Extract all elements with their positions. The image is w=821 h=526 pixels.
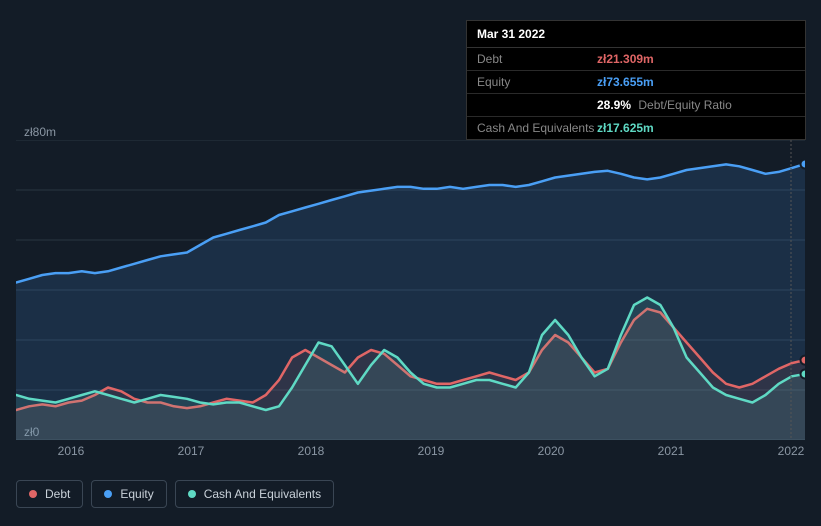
legend-dot-icon <box>104 490 112 498</box>
tooltip-row-value: 28.9% Debt/Equity Ratio <box>597 98 732 112</box>
tooltip-row: Debtzł21.309m <box>467 48 805 71</box>
chart-area[interactable] <box>16 140 805 440</box>
x-tick: 2018 <box>298 444 325 458</box>
tooltip-row-suffix: Debt/Equity Ratio <box>635 98 732 112</box>
legend: Debt Equity Cash And Equivalents <box>16 480 334 508</box>
legend-label: Equity <box>120 487 153 501</box>
x-tick: 2017 <box>178 444 205 458</box>
tooltip-row: 28.9% Debt/Equity Ratio <box>467 94 805 117</box>
x-tick: 2020 <box>538 444 565 458</box>
tooltip-row-label: Equity <box>477 75 597 89</box>
legend-item[interactable]: Equity <box>91 480 166 508</box>
x-tick: 2021 <box>658 444 685 458</box>
tooltip-date: Mar 31 2022 <box>467 21 805 48</box>
tooltip-row: Equityzł73.655m <box>467 71 805 94</box>
x-tick: 2016 <box>58 444 85 458</box>
x-tick: 2019 <box>418 444 445 458</box>
chart-svg <box>16 140 805 440</box>
tooltip-row-value: zł17.625m <box>597 121 654 135</box>
tooltip-row-label: Cash And Equivalents <box>477 121 597 135</box>
tooltip-row: Cash And Equivalentszł17.625m <box>467 117 805 139</box>
tooltip-row-label: Debt <box>477 52 597 66</box>
tooltip-rows: Debtzł21.309mEquityzł73.655m28.9% Debt/E… <box>467 48 805 139</box>
legend-dot-icon <box>29 490 37 498</box>
legend-dot-icon <box>188 490 196 498</box>
legend-item[interactable]: Cash And Equivalents <box>175 480 334 508</box>
tooltip-row-value: zł73.655m <box>597 75 654 89</box>
legend-item[interactable]: Debt <box>16 480 83 508</box>
chart-tooltip: Mar 31 2022 Debtzł21.309mEquityzł73.655m… <box>466 20 806 140</box>
legend-label: Debt <box>45 487 70 501</box>
tooltip-row-value: zł21.309m <box>597 52 654 66</box>
y-axis-max: zł80m <box>24 125 56 139</box>
x-tick: 2022 <box>778 444 805 458</box>
legend-label: Cash And Equivalents <box>204 487 321 501</box>
tooltip-row-label <box>477 98 597 112</box>
